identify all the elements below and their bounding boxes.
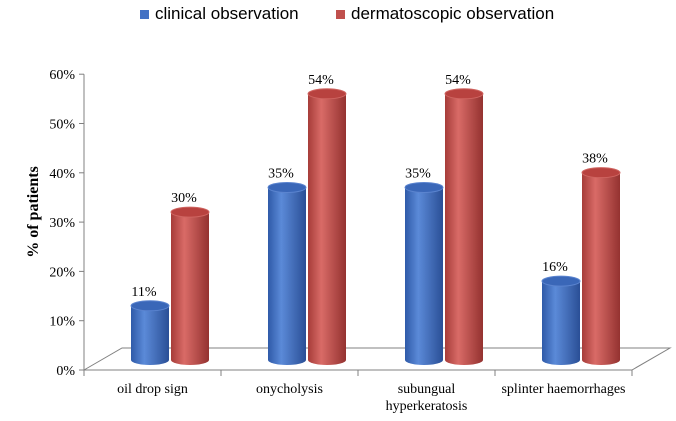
y-tick-label: 10% (49, 315, 75, 330)
bar-dermatoscopic-1 (307, 88, 347, 365)
data-label: 35% (405, 166, 431, 181)
y-tick-label: 40% (49, 167, 75, 182)
bar-body (171, 212, 209, 365)
data-label: 54% (308, 73, 334, 88)
bar-body (308, 93, 346, 365)
bar-body (131, 305, 169, 365)
bar-top (581, 167, 621, 179)
bar-top (307, 88, 347, 100)
bar-body (542, 281, 580, 365)
legend-label-dermatoscopic: dermatoscopic observation (351, 4, 555, 23)
legend-swatch-dermatoscopic (336, 9, 345, 19)
data-label: 38% (582, 152, 608, 167)
data-label: 30% (171, 191, 197, 206)
bar-dermatoscopic-0 (170, 206, 210, 365)
bar-dermatoscopic-3 (581, 167, 621, 365)
legend-item-dermatoscopic: dermatoscopic observation (336, 4, 554, 24)
data-label: 54% (445, 73, 471, 88)
bar-top (130, 300, 170, 312)
bar-top (444, 88, 484, 100)
bar-body (445, 93, 483, 365)
data-label: 16% (542, 260, 568, 275)
x-tick-label: subungual hyperkeratosis (385, 382, 468, 414)
legend-item-clinical: clinical observation (140, 4, 299, 24)
y-tick-label: 60% (49, 68, 75, 83)
bar-dermatoscopic-2 (444, 88, 484, 365)
legend: clinical observation dermatoscopic obser… (0, 4, 676, 26)
bar-body (268, 187, 306, 365)
bar-clinical-2 (404, 181, 444, 365)
y-tick-label: 50% (49, 118, 75, 133)
bar-clinical-0 (130, 300, 170, 365)
x-tick-label: onycholysis (256, 382, 323, 397)
y-tick-label: 30% (49, 216, 75, 231)
x-tick-label: splinter haemorrhages (501, 382, 626, 397)
data-label: 35% (268, 166, 294, 181)
bar-top (170, 206, 210, 218)
bar-clinical-1 (267, 181, 307, 365)
y-tick-label: 20% (49, 265, 75, 280)
y-axis-title: % of patients (25, 166, 42, 258)
bar-top (541, 275, 581, 287)
x-tick-label: oil drop sign (117, 382, 188, 397)
bar-body (405, 187, 443, 365)
bar-clinical-3 (541, 275, 581, 365)
bar-top (404, 181, 444, 193)
bar-top (267, 181, 307, 193)
legend-swatch-clinical (140, 9, 149, 19)
legend-label-clinical: clinical observation (155, 4, 299, 23)
data-label: 11% (131, 285, 156, 300)
bar-body (582, 172, 620, 365)
y-tick-label: 0% (56, 364, 75, 379)
